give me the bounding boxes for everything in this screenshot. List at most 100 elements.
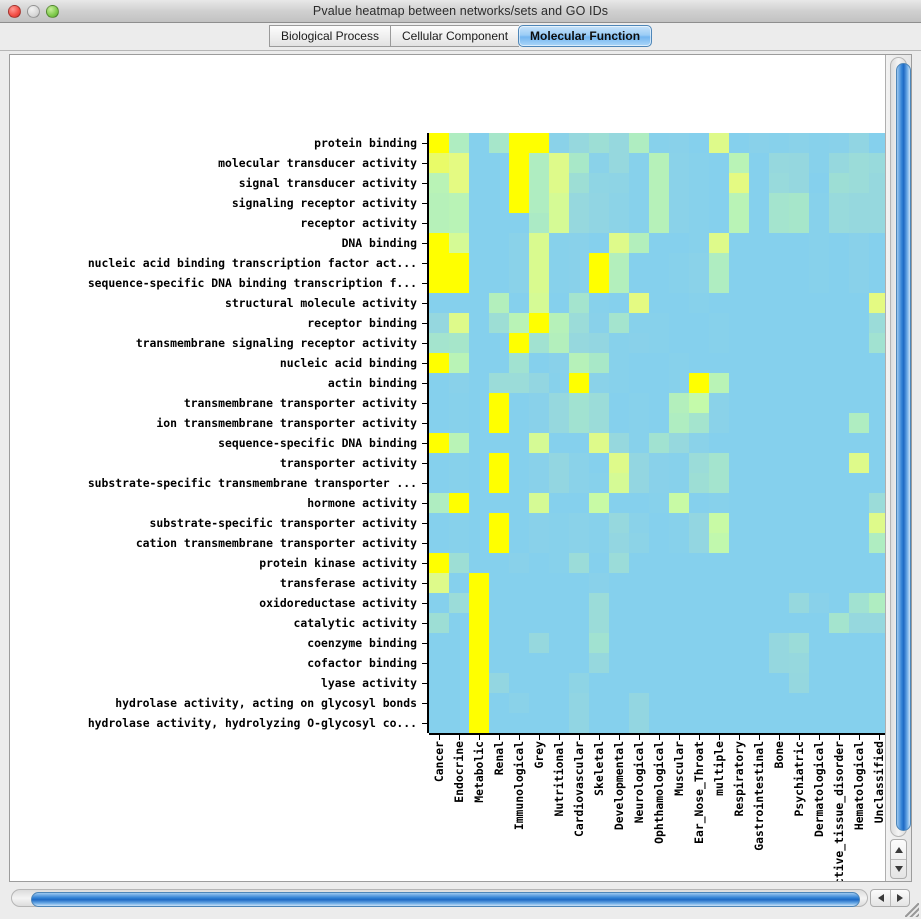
heatmap-cell[interactable] [669, 173, 689, 193]
heatmap-cell[interactable] [449, 393, 469, 413]
horizontal-scrollbar-thumb[interactable] [31, 892, 860, 907]
heatmap-cell[interactable] [809, 433, 829, 453]
heatmap-cell[interactable] [829, 533, 849, 553]
heatmap-cell[interactable] [429, 553, 449, 573]
heatmap-cell[interactable] [529, 653, 549, 673]
heatmap-cell[interactable] [509, 233, 529, 253]
heatmap-cell[interactable] [689, 393, 709, 413]
heatmap-cell[interactable] [709, 553, 729, 573]
heatmap-cell[interactable] [509, 713, 529, 733]
heatmap-cell[interactable] [429, 433, 449, 453]
heatmap-cell[interactable] [769, 253, 789, 273]
heatmap-cell[interactable] [649, 633, 669, 653]
heatmap-cell[interactable] [449, 513, 469, 533]
heatmap-cell[interactable] [429, 613, 449, 633]
heatmap-cell[interactable] [449, 373, 469, 393]
heatmap-cell[interactable] [749, 413, 769, 433]
heatmap-cell[interactable] [769, 513, 789, 533]
heatmap-cell[interactable] [769, 293, 789, 313]
heatmap-cell[interactable] [669, 213, 689, 233]
heatmap-cell[interactable] [489, 673, 509, 693]
heatmap-cell[interactable] [509, 553, 529, 573]
heatmap-cell[interactable] [809, 513, 829, 533]
heatmap-cell[interactable] [589, 333, 609, 353]
heatmap-cell[interactable] [689, 293, 709, 313]
heatmap-cell[interactable] [509, 313, 529, 333]
heatmap-cell[interactable] [709, 433, 729, 453]
heatmap-cell[interactable] [629, 593, 649, 613]
heatmap-cell[interactable] [629, 453, 649, 473]
heatmap-cell[interactable] [589, 693, 609, 713]
heatmap-cell[interactable] [789, 593, 809, 613]
heatmap-cell[interactable] [869, 493, 885, 513]
heatmap-cell[interactable] [769, 473, 789, 493]
heatmap-cell[interactable] [609, 713, 629, 733]
heatmap-cell[interactable] [609, 133, 629, 153]
heatmap-cell[interactable] [789, 553, 809, 573]
heatmap-cell[interactable] [549, 433, 569, 453]
heatmap-cell[interactable] [749, 533, 769, 553]
heatmap-cell[interactable] [649, 393, 669, 413]
heatmap-cell[interactable] [569, 473, 589, 493]
heatmap-cell[interactable] [609, 273, 629, 293]
heatmap-cell[interactable] [469, 513, 489, 533]
heatmap-cell[interactable] [449, 453, 469, 473]
heatmap-cell[interactable] [589, 373, 609, 393]
heatmap-cell[interactable] [789, 433, 809, 453]
heatmap-cell[interactable] [589, 673, 609, 693]
heatmap-cell[interactable] [469, 393, 489, 413]
heatmap-cell[interactable] [809, 613, 829, 633]
heatmap-cell[interactable] [709, 193, 729, 213]
heatmap-cell[interactable] [609, 573, 629, 593]
heatmap-cell[interactable] [669, 433, 689, 453]
heatmap-cell[interactable] [849, 253, 869, 273]
heatmap-cell[interactable] [609, 593, 629, 613]
heatmap-cell[interactable] [649, 573, 669, 593]
heatmap-cell[interactable] [429, 413, 449, 433]
heatmap-cell[interactable] [769, 233, 789, 253]
scroll-up-arrow-icon[interactable] [895, 847, 903, 853]
heatmap-cell[interactable] [849, 293, 869, 313]
heatmap-cell[interactable] [729, 493, 749, 513]
heatmap-cell[interactable] [569, 253, 589, 273]
heatmap-cell[interactable] [789, 173, 809, 193]
heatmap-cell[interactable] [629, 393, 649, 413]
heatmap-grid[interactable] [429, 133, 885, 733]
heatmap-cell[interactable] [469, 573, 489, 593]
heatmap-cell[interactable] [629, 213, 649, 233]
heatmap-cell[interactable] [529, 453, 549, 473]
heatmap-cell[interactable] [769, 273, 789, 293]
heatmap-cell[interactable] [529, 193, 549, 213]
heatmap-cell[interactable] [549, 613, 569, 633]
heatmap-cell[interactable] [849, 493, 869, 513]
heatmap-cell[interactable] [529, 673, 549, 693]
heatmap-cell[interactable] [609, 153, 629, 173]
heatmap-cell[interactable] [669, 493, 689, 513]
heatmap-cell[interactable] [729, 393, 749, 413]
heatmap-cell[interactable] [469, 553, 489, 573]
heatmap-cell[interactable] [849, 713, 869, 733]
heatmap-cell[interactable] [489, 213, 509, 233]
heatmap-cell[interactable] [789, 333, 809, 353]
heatmap-cell[interactable] [509, 293, 529, 313]
heatmap-cell[interactable] [489, 333, 509, 353]
heatmap-cell[interactable] [869, 233, 885, 253]
heatmap-cell[interactable] [489, 713, 509, 733]
heatmap-cell[interactable] [809, 233, 829, 253]
heatmap-cell[interactable] [469, 533, 489, 553]
heatmap-cell[interactable] [849, 633, 869, 653]
heatmap-cell[interactable] [629, 573, 649, 593]
heatmap-cell[interactable] [789, 473, 809, 493]
heatmap-cell[interactable] [789, 513, 809, 533]
heatmap-cell[interactable] [489, 633, 509, 653]
heatmap-cell[interactable] [689, 313, 709, 333]
heatmap-cell[interactable] [629, 313, 649, 333]
heatmap-cell[interactable] [629, 433, 649, 453]
heatmap-cell[interactable] [809, 413, 829, 433]
heatmap-cell[interactable] [429, 313, 449, 333]
heatmap-cell[interactable] [709, 633, 729, 653]
heatmap-cell[interactable] [649, 713, 669, 733]
heatmap-cell[interactable] [769, 613, 789, 633]
heatmap-cell[interactable] [489, 173, 509, 193]
heatmap-cell[interactable] [789, 713, 809, 733]
